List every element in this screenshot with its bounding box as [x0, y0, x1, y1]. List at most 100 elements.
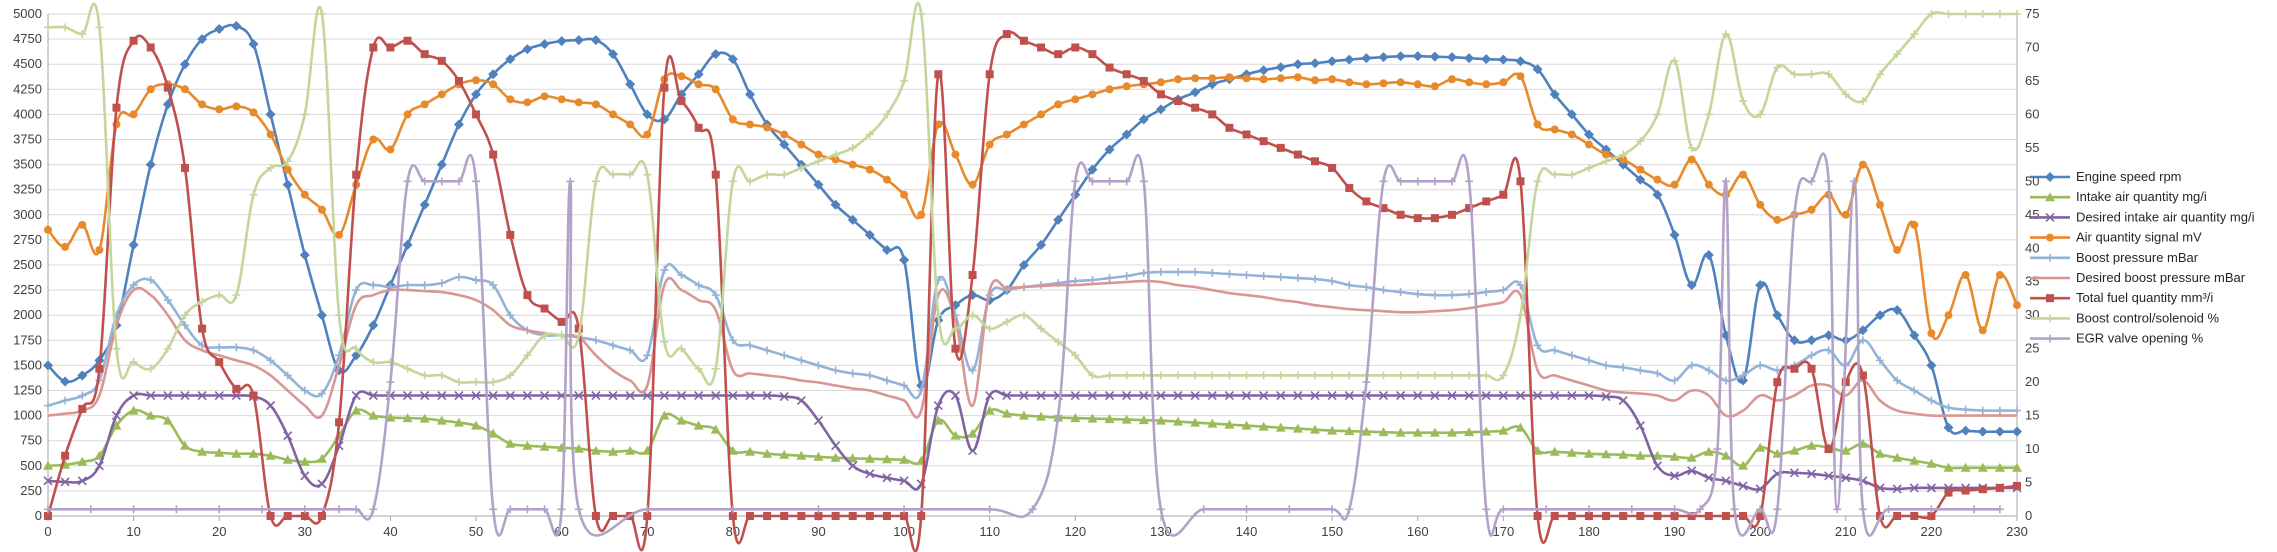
data-point	[1876, 70, 1885, 79]
data-point	[1773, 63, 1782, 72]
data-point	[1627, 505, 1636, 514]
data-point	[1002, 390, 1012, 401]
data-point	[43, 460, 53, 470]
data-point	[899, 476, 909, 486]
data-point	[1670, 376, 1679, 385]
data-point	[1841, 473, 1851, 483]
data-point	[1311, 371, 1320, 380]
data-point	[180, 85, 189, 94]
data-point	[1892, 452, 1903, 462]
data-point	[967, 428, 978, 438]
data-point	[1841, 210, 1850, 219]
data-point	[1807, 177, 1816, 186]
data-point	[848, 143, 857, 152]
data-point	[590, 35, 601, 46]
data-point	[1430, 177, 1439, 186]
data-point	[899, 254, 910, 265]
legend-marker	[2046, 334, 2054, 343]
data-point	[865, 165, 874, 174]
data-point	[1293, 73, 1302, 82]
data-point	[1670, 505, 1679, 514]
data-point	[77, 476, 87, 486]
x-tick-label: 0	[44, 524, 51, 539]
data-point	[1190, 87, 1201, 98]
y2-tick-label: 10	[2025, 441, 2039, 456]
data-point	[1653, 369, 1662, 378]
data-point	[1619, 363, 1628, 372]
data-point	[1071, 351, 1080, 360]
data-point	[711, 170, 720, 179]
data-point	[1773, 378, 1782, 387]
data-point	[2013, 10, 2021, 18]
data-point	[540, 304, 549, 313]
data-point	[677, 344, 686, 353]
data-point	[882, 110, 891, 119]
data-point	[1259, 137, 1268, 146]
data-point	[2012, 426, 2022, 437]
data-point	[1156, 268, 1165, 277]
data-point	[917, 210, 926, 219]
data-point	[1242, 74, 1251, 83]
data-point	[1618, 395, 1628, 406]
data-point	[489, 80, 498, 89]
data-point	[1088, 276, 1097, 285]
data-point	[1482, 288, 1491, 297]
data-point	[522, 44, 533, 55]
data-point	[471, 420, 482, 430]
y2-tick-label: 50	[2025, 173, 2039, 188]
data-point	[609, 512, 618, 520]
data-point	[1960, 425, 1971, 436]
data-point	[369, 505, 378, 514]
data-point	[1978, 10, 1987, 18]
data-point	[523, 505, 532, 514]
data-point	[1995, 483, 2004, 492]
data-point	[573, 443, 584, 453]
data-point	[523, 351, 532, 360]
data-point	[1087, 413, 1098, 423]
data-point	[881, 454, 892, 464]
data-point	[471, 390, 481, 401]
data-point	[1978, 326, 1987, 335]
data-point	[1156, 390, 1166, 401]
data-point	[609, 170, 618, 179]
data-point	[1036, 390, 1046, 401]
data-point	[1276, 74, 1285, 83]
data-point	[1498, 54, 1509, 65]
data-point	[1910, 386, 1919, 395]
data-point	[779, 391, 789, 402]
data-point	[1122, 272, 1131, 281]
data-point	[1208, 110, 1217, 119]
data-point	[1533, 512, 1542, 520]
data-point	[865, 469, 875, 479]
data-point	[300, 110, 309, 119]
data-point	[1190, 417, 1201, 427]
data-point	[1430, 291, 1439, 300]
y-tick-label: 0	[35, 508, 42, 523]
data-point	[1533, 341, 1542, 350]
data-point	[1567, 390, 1577, 401]
data-point	[968, 311, 977, 320]
data-point	[1995, 271, 2004, 280]
data-point	[215, 105, 224, 114]
data-point	[43, 476, 53, 486]
data-point	[129, 110, 138, 119]
data-point	[1739, 97, 1748, 106]
data-point	[283, 371, 292, 380]
data-point	[1379, 371, 1388, 380]
data-point	[1259, 75, 1268, 84]
data-point	[1121, 414, 1132, 424]
data-point	[1875, 310, 1886, 321]
data-point	[1824, 177, 1833, 186]
data-point	[1772, 448, 1783, 458]
data-point	[1328, 371, 1337, 380]
data-point	[1088, 177, 1097, 186]
data-point	[814, 361, 823, 370]
data-point	[299, 249, 310, 260]
data-point	[950, 430, 961, 440]
data-point	[848, 160, 857, 169]
data-point	[1412, 427, 1423, 437]
data-point	[1293, 150, 1302, 159]
data-point	[1713, 445, 1722, 454]
data-point	[1549, 446, 1560, 456]
legend-marker	[2046, 233, 2054, 242]
